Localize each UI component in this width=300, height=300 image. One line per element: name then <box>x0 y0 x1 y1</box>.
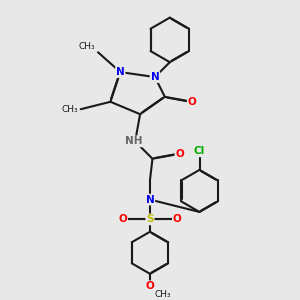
Text: O: O <box>146 281 154 291</box>
Text: O: O <box>175 149 184 159</box>
Text: CH₃: CH₃ <box>155 290 172 299</box>
Text: Cl: Cl <box>194 146 205 156</box>
Text: CH₃: CH₃ <box>61 105 78 114</box>
Text: O: O <box>188 97 197 107</box>
Text: CH₃: CH₃ <box>79 42 95 51</box>
Text: N: N <box>146 195 154 205</box>
Text: N: N <box>116 67 125 77</box>
Text: NH: NH <box>125 136 143 146</box>
Text: O: O <box>118 214 127 224</box>
Text: N: N <box>151 72 159 82</box>
Text: O: O <box>173 214 182 224</box>
Text: S: S <box>146 214 154 224</box>
